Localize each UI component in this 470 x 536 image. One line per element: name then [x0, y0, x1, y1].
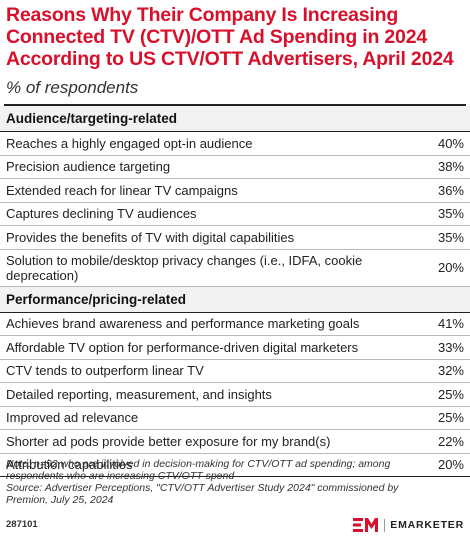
- table-row: Solution to mobile/desktop privacy chang…: [0, 250, 470, 287]
- table-row: Attribution capabilities 20%: [0, 454, 470, 477]
- em-logo-icon: [353, 518, 379, 532]
- row-label: Achieves brand awareness and performance…: [6, 316, 360, 332]
- section-header: Audience/targeting-related: [0, 106, 470, 132]
- row-label: Solution to mobile/desktop privacy chang…: [6, 252, 363, 283]
- row-value: 35%: [437, 206, 464, 222]
- row-label: Improved ad relevance: [6, 410, 139, 426]
- table-row: Precision audience targeting 38%: [0, 156, 470, 179]
- row-value: 25%: [437, 386, 464, 402]
- row-label: Captures declining TV audiences: [6, 206, 197, 222]
- row-label: Provides the benefits of TV with digital…: [6, 229, 295, 245]
- source-note: Note: n=92 who are involved in decision-…: [6, 458, 458, 506]
- row-value: 38%: [437, 159, 464, 175]
- table-row: Extended reach for linear TV campaigns 36…: [0, 179, 470, 203]
- row-value: 41%: [437, 316, 464, 332]
- brand-name: EMARKETER: [390, 519, 464, 531]
- table-row: Provides the benefits of TV with digital…: [0, 226, 470, 250]
- table-row: Reaches a highly engaged opt-in audience…: [0, 132, 470, 156]
- row-label: Attribution capabilities: [6, 457, 133, 473]
- source-line-2: Premion, July 25, 2024: [6, 494, 114, 506]
- row-label: Detailed reporting, measurement, and ins…: [6, 386, 272, 402]
- row-value: 35%: [437, 229, 464, 245]
- row-label: Extended reach for linear TV campaigns: [6, 182, 238, 198]
- chart-title-line-1: Reasons Why Their Company Is Increasing: [6, 4, 399, 26]
- row-value: 33%: [437, 339, 464, 355]
- row-label: Affordable TV option for performance-dri…: [6, 339, 359, 355]
- row-value: 32%: [437, 363, 464, 379]
- table-row: CTV tends to outperform linear TV 32%: [0, 360, 470, 383]
- data-table: Audience/targeting-related Reaches a high…: [0, 104, 470, 477]
- row-label: CTV tends to outperform linear TV: [6, 363, 204, 379]
- row-value: 20%: [437, 457, 464, 473]
- emarketer-logo: EMARKETER: [353, 516, 464, 534]
- footer: 287101 EMARKETER: [0, 516, 470, 536]
- table-row: Shorter ad pods provide better exposure …: [0, 430, 470, 454]
- table-row: Affordable TV option for performance-dri…: [0, 336, 470, 360]
- chart-title-line-3: According to US CTV/OTT Advertisers, Apr…: [6, 48, 454, 70]
- table-row: Detailed reporting, measurement, and ins…: [0, 383, 470, 407]
- row-label: Reaches a highly engaged opt-in audience: [6, 135, 253, 151]
- row-label: Shorter ad pods provide better exposure …: [6, 433, 331, 449]
- chart-title-line-2: Connected TV (CTV)/OTT Ad Spending in 20…: [6, 26, 427, 48]
- source-line-1: Source: Advertiser Perceptions, "CTV/OTT…: [6, 482, 399, 494]
- note-line-2: respondents who are increasing CTV/OTT s…: [6, 470, 235, 482]
- chart-title: Reasons Why Their Company Is Increasing …: [6, 4, 466, 70]
- chart-id: 287101: [6, 519, 38, 530]
- row-value: 36%: [437, 182, 464, 198]
- row-label: Precision audience targeting: [6, 159, 171, 175]
- section-header: Performance/pricing-related: [0, 286, 470, 313]
- logo-divider: [384, 518, 386, 532]
- table-row: Achieves brand awareness and performance…: [0, 313, 470, 336]
- table-row: Improved ad relevance 25%: [0, 407, 470, 430]
- row-value: 40%: [437, 135, 464, 151]
- row-value: 25%: [437, 410, 464, 426]
- chart-subtitle: % of respondents: [6, 78, 139, 97]
- row-value: 20%: [437, 260, 464, 275]
- table-row: Captures declining TV audiences 35%: [0, 203, 470, 226]
- table-top-rule: [4, 104, 466, 106]
- row-value: 22%: [437, 433, 464, 449]
- note-line-1: Note: n=92 who are involved in decision-…: [6, 458, 391, 470]
